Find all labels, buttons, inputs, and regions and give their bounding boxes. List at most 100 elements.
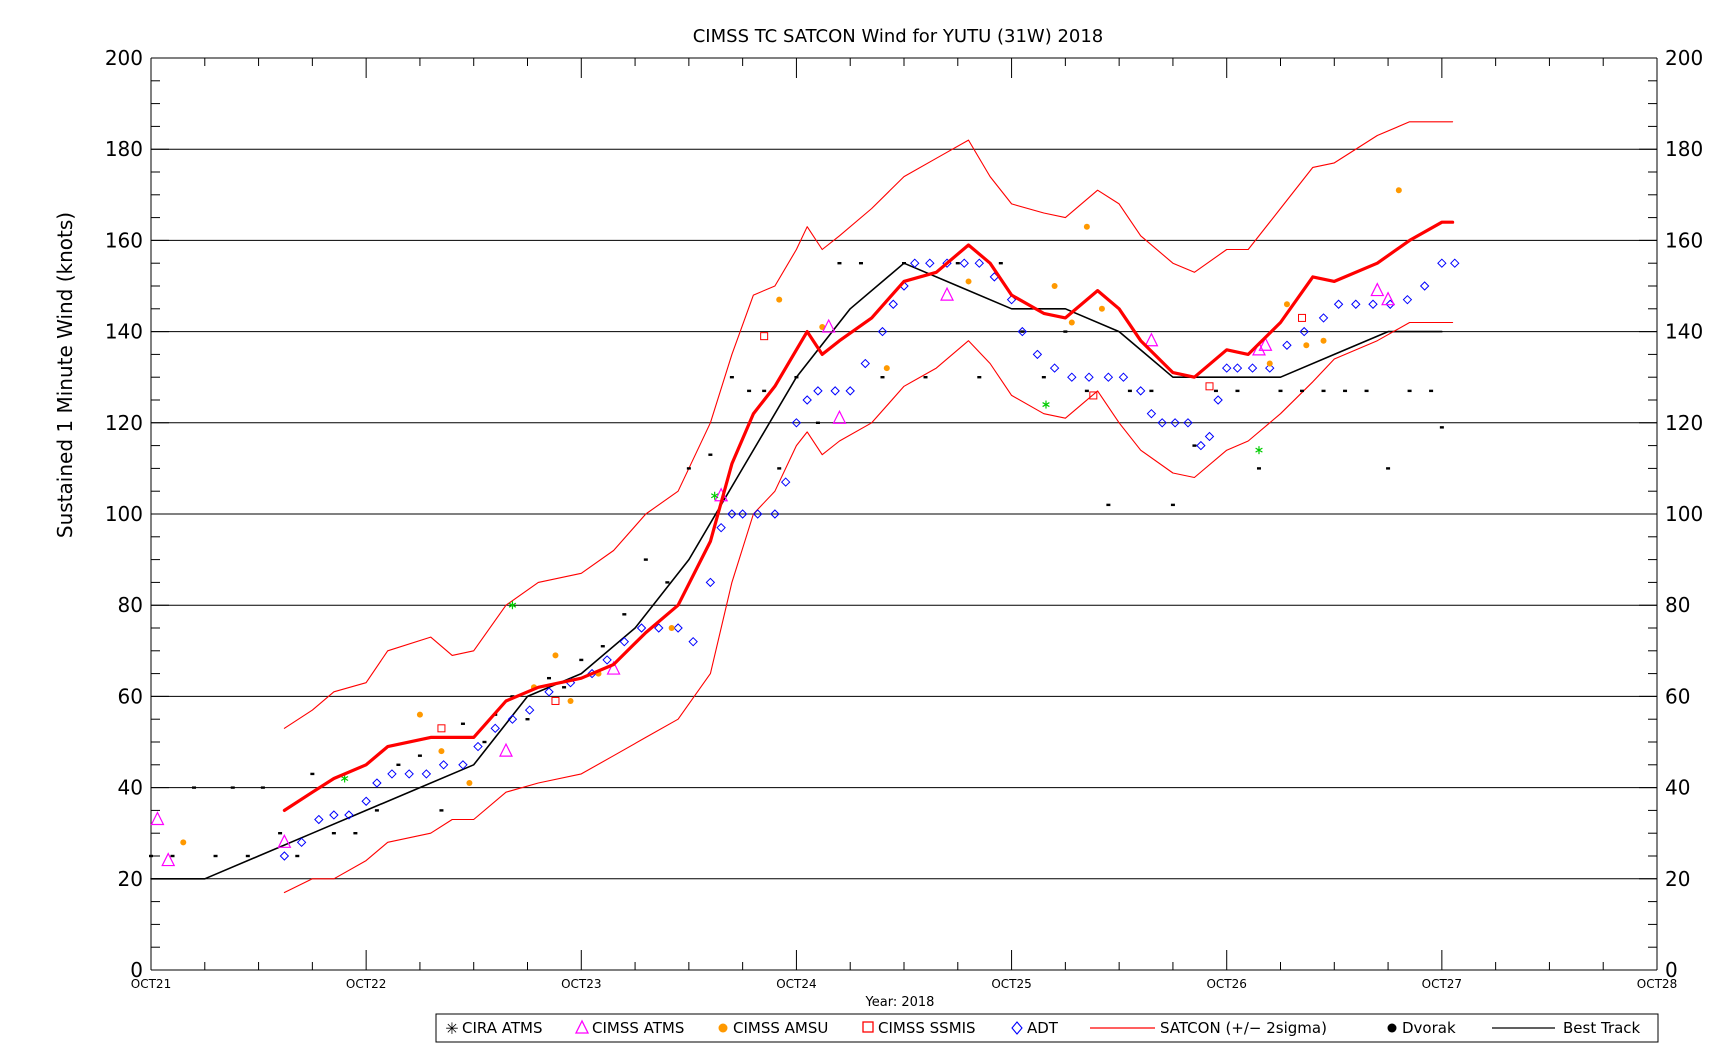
dvorak-point bbox=[880, 376, 885, 379]
cimss-ssmis-point bbox=[1089, 391, 1098, 400]
adt-point bbox=[737, 509, 748, 519]
cimss-amsu-point bbox=[466, 780, 473, 787]
dvorak-point bbox=[1170, 503, 1175, 507]
cimss-amsu-point bbox=[1320, 337, 1327, 344]
adt-point bbox=[296, 837, 307, 848]
dvorak-point bbox=[295, 854, 300, 858]
adt-point bbox=[673, 623, 683, 633]
legend-label-adt: ADT bbox=[1027, 1019, 1059, 1037]
adt-point bbox=[974, 258, 985, 268]
dvorak-point bbox=[1300, 389, 1305, 393]
dvorak-point bbox=[482, 740, 487, 744]
legend-box bbox=[435, 1013, 1659, 1043]
adt-point bbox=[780, 477, 791, 487]
cimss-amsu-point bbox=[1303, 342, 1310, 349]
dvorak-point bbox=[331, 832, 336, 835]
cimss-ssmis-point bbox=[760, 332, 769, 341]
adt-point bbox=[1084, 372, 1094, 382]
adt-point bbox=[1049, 363, 1060, 373]
y-tick-label-right: 20 bbox=[1665, 867, 1690, 891]
adt-point bbox=[1183, 418, 1193, 428]
adt-point bbox=[507, 714, 518, 724]
cimss-atms-point bbox=[1144, 332, 1159, 347]
legend-label-cimss-atms: CIMSS ATMS bbox=[592, 1019, 684, 1037]
adt-point bbox=[1213, 395, 1223, 405]
adt-point bbox=[888, 299, 898, 309]
cimss-amsu-point bbox=[416, 711, 423, 718]
cimss-atms-point bbox=[161, 852, 176, 867]
adt-point bbox=[1170, 418, 1180, 428]
dvorak-point bbox=[1149, 389, 1154, 393]
cira-atms-stroke bbox=[1042, 402, 1050, 408]
y-tick-label-right: 200 bbox=[1665, 46, 1703, 70]
x-tick-label: OCT22 bbox=[346, 977, 386, 991]
dvorak-point bbox=[1041, 376, 1046, 379]
dvorak-point bbox=[213, 854, 218, 858]
adt-point bbox=[619, 636, 630, 647]
adt-point bbox=[279, 851, 290, 861]
dvorak-point bbox=[858, 262, 863, 265]
cimss-amsu-point bbox=[883, 365, 890, 372]
y-axis-label: Sustained 1 Minute Wind (knots) bbox=[53, 212, 77, 538]
dvorak-point bbox=[170, 854, 175, 858]
cira-atms-stroke bbox=[340, 775, 349, 781]
chart-title: CIMSS TC SATCON Wind for YUTU (31W) 2018 bbox=[693, 26, 1104, 47]
cira-atms-point bbox=[710, 491, 719, 500]
legend: ✳ CIRA ATMS CIMSS ATMS CIMSS AMSU CIMSS … bbox=[435, 1013, 1659, 1043]
adt-point bbox=[1437, 258, 1447, 268]
dvorak-point bbox=[460, 722, 465, 725]
dvorak-point bbox=[955, 262, 960, 265]
dvorak-point bbox=[777, 467, 782, 470]
adt-point bbox=[473, 741, 483, 752]
dvorak-point bbox=[977, 376, 982, 379]
dvorak-point bbox=[1256, 467, 1261, 470]
dvorak-point bbox=[998, 262, 1003, 265]
adt-point bbox=[544, 687, 554, 697]
x-tick-label: OCT23 bbox=[561, 977, 601, 991]
x-tick-label: OCT26 bbox=[1206, 977, 1246, 991]
cimss-amsu-point bbox=[438, 748, 445, 755]
legend-label-cimss-ssmis: CIMSS SSMIS bbox=[878, 1019, 976, 1037]
adt-point bbox=[716, 522, 726, 533]
cimss-ssmis-point bbox=[1298, 313, 1307, 322]
adt-point bbox=[314, 814, 324, 825]
dvorak-point bbox=[353, 832, 358, 835]
adt-point bbox=[1402, 294, 1413, 305]
dvorak-point bbox=[1192, 444, 1197, 447]
dvorak-point bbox=[439, 809, 444, 812]
legend-marker-cimss-amsu bbox=[718, 1023, 728, 1033]
cimss-atms-point bbox=[1370, 282, 1385, 297]
y-tick-label-right: 160 bbox=[1665, 228, 1703, 252]
cimss-amsu-point bbox=[1068, 319, 1075, 326]
dvorak-point bbox=[665, 581, 670, 584]
adt-point bbox=[959, 258, 969, 268]
cimss-amsu-point bbox=[819, 324, 826, 331]
axes: 0 0 20 20 40 40 60 60 80 80 100 100 120 120 140 140 160 1… bbox=[105, 46, 1703, 991]
cimss-ssmis-point bbox=[551, 696, 560, 705]
cimss-amsu-point bbox=[668, 625, 675, 631]
adt-point bbox=[925, 258, 935, 268]
y-tick-label-right: 60 bbox=[1665, 684, 1690, 708]
dvorak-point bbox=[149, 854, 153, 858]
adt-point bbox=[1232, 363, 1243, 373]
cimss-atms-point bbox=[277, 833, 292, 848]
legend-marker-adt bbox=[1011, 1021, 1023, 1035]
adt-point bbox=[813, 386, 823, 396]
y-tick-label: 60 bbox=[118, 684, 143, 708]
adt-point bbox=[877, 326, 888, 337]
y-tick-label: 200 bbox=[105, 46, 143, 70]
dvorak-point bbox=[579, 658, 584, 662]
adt-point bbox=[1103, 372, 1114, 382]
adt-point bbox=[1067, 372, 1077, 382]
adt-point bbox=[458, 760, 468, 770]
adt-point bbox=[1351, 299, 1361, 309]
cimss-amsu-point bbox=[1395, 187, 1402, 194]
adt-point bbox=[404, 769, 414, 779]
x-tick-label: OCT28 bbox=[1637, 977, 1677, 991]
dvorak-point bbox=[1407, 389, 1412, 393]
adt-point bbox=[372, 778, 382, 788]
cimss-ssmis-point bbox=[1205, 382, 1214, 391]
adt-point bbox=[636, 623, 647, 633]
dvorak-point bbox=[1020, 330, 1025, 333]
legend-marker-cimss-atms bbox=[574, 1019, 590, 1034]
